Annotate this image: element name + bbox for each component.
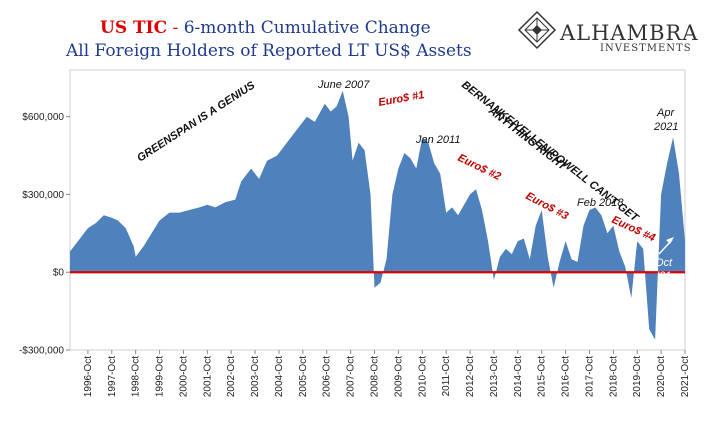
- x-tick-label: 2020-Oct: [656, 356, 667, 397]
- x-tick-label: 1997-Oct: [107, 356, 118, 397]
- x-tick-label: 2002-Oct: [226, 356, 237, 397]
- annotation-oct-year: '21: [657, 270, 671, 282]
- annotation-apr-year: 2021: [653, 121, 678, 133]
- x-axis: 1996-Oct 1997-Oct 1998-Oct 1999-Oct 2000-Oct…: [83, 350, 691, 397]
- annotation-bernanke-line2: ANYTHING RIGHT: [485, 104, 569, 173]
- alhambra-logo: ALHAMBRA INVESTMENTS: [517, 10, 699, 54]
- x-tick-label: 2015-Oct: [537, 356, 548, 397]
- x-tick-label: 2021-Oct: [680, 356, 691, 397]
- x-tick-label: 2003-Oct: [250, 356, 261, 397]
- x-tick-label: 2007-Oct: [346, 356, 357, 397]
- annotation-feb-2018: Feb 2018: [577, 197, 624, 209]
- title-line1-rest: 6-month Cumulative Change: [184, 18, 431, 38]
- x-tick-label: 2012-Oct: [465, 356, 476, 397]
- title-separator: -: [167, 18, 184, 38]
- chart-title-line1: US TIC - 6-month Cumulative Change: [100, 18, 431, 38]
- x-tick-label: 2014-Oct: [513, 356, 524, 397]
- x-tick-label: 1998-Oct: [131, 356, 142, 397]
- y-tick-label: $0: [53, 268, 65, 279]
- x-tick-label: 2001-Oct: [202, 356, 213, 397]
- annotation-euro-1: Euro$ #1: [377, 89, 425, 109]
- x-tick-label: 2008-Oct: [370, 356, 381, 397]
- annotation-jan-2011: Jan 2011: [415, 134, 460, 146]
- x-tick-label: 2009-Oct: [393, 356, 404, 397]
- units-label: millions of $s: [77, 334, 141, 346]
- x-tick-label: 2017-Oct: [585, 356, 596, 397]
- series-area: [70, 90, 685, 340]
- y-axis: $600,000 $300,000 $0 -$300,000: [19, 112, 70, 357]
- x-tick-label: 2018-Oct: [608, 356, 619, 397]
- title-prefix: US TIC: [100, 18, 167, 38]
- x-tick-label: 2000-Oct: [178, 356, 189, 397]
- x-tick-label: 2011-Oct: [441, 356, 452, 397]
- brand-sub: INVESTMENTS: [600, 43, 692, 54]
- x-tick-label: 2019-Oct: [632, 356, 643, 397]
- annotation-apr-label: Apr: [656, 107, 675, 119]
- x-tick-label: 2016-Oct: [561, 356, 572, 397]
- plot-frame: [69, 69, 686, 351]
- y-tick-label: $600,000: [22, 112, 64, 123]
- x-tick-label: 2010-Oct: [417, 356, 428, 397]
- annotation-euro-2: Euro$ #2: [456, 152, 503, 183]
- annotation-oct-arrow: [658, 237, 674, 255]
- brand-name: ALHAMBRA: [559, 21, 699, 45]
- x-tick-label: 2006-Oct: [322, 356, 333, 397]
- annotation-greenspan: GREENSPAN IS A GENIUS: [135, 79, 258, 164]
- annotation-june-2007: June 2007: [317, 79, 370, 91]
- chart-title-line2: All Foreign Holders of Reported LT US$ A…: [65, 41, 472, 61]
- x-tick-label: 1999-Oct: [155, 356, 166, 397]
- x-tick-label: 1996-Oct: [83, 356, 94, 397]
- x-tick-label: 2005-Oct: [298, 356, 309, 397]
- alhambra-logo-icon: [517, 10, 557, 50]
- annotation-oct-label: Oct: [655, 257, 673, 269]
- x-tick-label: 2004-Oct: [274, 356, 285, 397]
- series-area-layer: [70, 90, 685, 340]
- x-tick-label: 2013-Oct: [489, 356, 500, 397]
- y-tick-label: $300,000: [22, 190, 64, 201]
- annotation-euro-3: Euro$ #3: [524, 190, 571, 222]
- y-tick-label: -$300,000: [19, 346, 64, 357]
